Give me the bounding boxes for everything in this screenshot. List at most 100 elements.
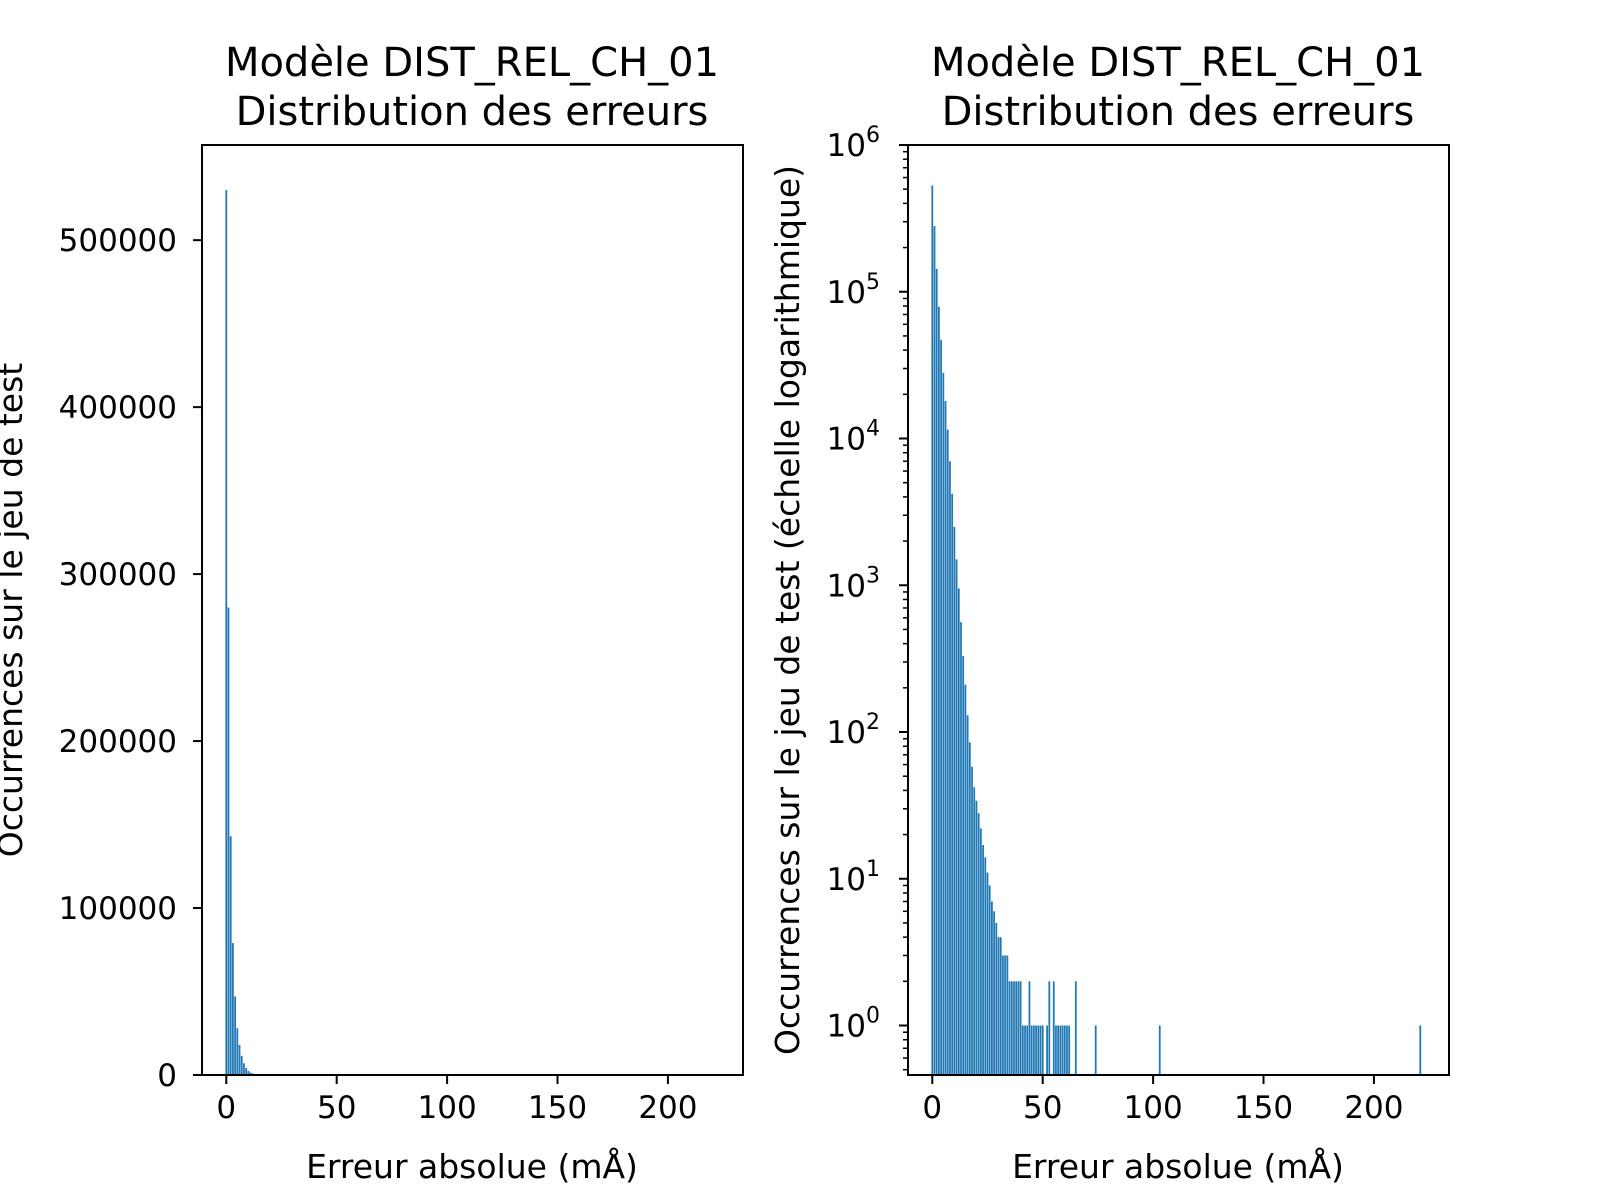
x-tick-label: 100 (1124, 1090, 1183, 1126)
right-title-line1: Modèle DIST_REL_CH_01 (931, 40, 1425, 86)
histogram-bar (979, 828, 982, 1075)
histogram-bar (1055, 1025, 1057, 1075)
histogram-bar (953, 526, 956, 1075)
y-tick-label: 0 (157, 1058, 177, 1094)
histogram-bar (1015, 981, 1018, 1075)
histogram-bar (243, 1063, 245, 1075)
histogram-bar (1048, 981, 1051, 1075)
histogram-bar (944, 401, 947, 1075)
right-x-axis-label: Erreur absolue (mÅ) (1012, 1146, 1344, 1186)
histogram-bar (1017, 981, 1020, 1075)
histogram-bar (964, 684, 967, 1075)
histogram-bar (973, 787, 976, 1075)
y-tick-label: 101 (827, 857, 880, 898)
x-tick-label: 200 (1344, 1090, 1403, 1126)
histogram-bar (1010, 981, 1013, 1075)
histogram-bar (1046, 1025, 1048, 1075)
log-histogram-panel: Modèle DIST_REL_CH_01 Distribution des e… (768, 40, 1450, 1186)
left-x-ticks: 0 50 100 150 200 (216, 1075, 698, 1126)
histogram-bar (935, 268, 938, 1076)
histogram-bar (1074, 981, 1077, 1075)
histogram-bar (1028, 981, 1031, 1075)
histogram-bar (962, 655, 965, 1075)
histogram-bar (938, 306, 940, 1075)
y-tick-label: 100000 (59, 891, 177, 927)
histogram-bar (1019, 981, 1022, 1075)
histogram-bar (1032, 1025, 1035, 1075)
x-tick-label: 0 (922, 1090, 942, 1126)
histogram-bar (968, 742, 971, 1075)
x-tick-label: 150 (1234, 1090, 1293, 1126)
left-x-axis-label: Erreur absolue (mÅ) (306, 1146, 638, 1186)
histogram-bar (238, 1044, 241, 1075)
histogram-bar (1002, 955, 1004, 1075)
histogram-bar (1006, 955, 1009, 1075)
left-title-line2: Distribution des erreurs (236, 89, 709, 135)
histogram-bar (1035, 1025, 1037, 1075)
histogram-bar (999, 937, 1002, 1075)
histogram-bar (1039, 1025, 1042, 1075)
y-tick-label: 104 (827, 417, 880, 458)
histogram-bar (949, 461, 951, 1075)
y-tick-label: 200000 (59, 724, 177, 760)
y-tick-label: 100 (827, 1004, 880, 1045)
histogram-bar (245, 1067, 248, 1075)
histogram-bar (946, 429, 949, 1076)
histogram-bar (960, 622, 962, 1075)
histogram-bar (982, 844, 984, 1075)
left-y-ticks: 0 100000 200000 300000 400000 500000 (59, 223, 202, 1094)
x-tick-label: 50 (317, 1090, 356, 1126)
histogram-bar (966, 715, 969, 1075)
histogram-bar (1059, 1025, 1062, 1075)
histogram-bar (955, 559, 958, 1075)
right-bars (931, 185, 1422, 1076)
histogram-bar (1030, 1025, 1033, 1075)
left-title-line1: Modèle DIST_REL_CH_01 (225, 40, 719, 86)
histogram-bar (232, 943, 234, 1075)
histogram-bar (247, 1070, 250, 1075)
histogram-bar (1013, 981, 1015, 1075)
histogram-bar (940, 339, 943, 1075)
histogram-bar (1052, 981, 1055, 1075)
histogram-bar (1004, 955, 1007, 1075)
histogram-bar (995, 922, 998, 1075)
histogram-bar (931, 185, 934, 1075)
histogram-bar (240, 1055, 243, 1075)
x-tick-label: 100 (418, 1090, 477, 1126)
x-tick-label: 200 (638, 1090, 697, 1126)
histogram-bar (1026, 1025, 1029, 1075)
histogram-bar (234, 996, 237, 1075)
histogram-bar (225, 190, 228, 1075)
histogram-bar (951, 493, 954, 1075)
histogram-bar (1158, 1025, 1161, 1075)
y-tick-label: 105 (827, 270, 880, 311)
x-tick-label: 150 (528, 1090, 587, 1126)
histogram-bar (1068, 1025, 1071, 1075)
histogram-bar (227, 607, 230, 1075)
right-title-line2: Distribution des erreurs (942, 89, 1415, 135)
histogram-bar (988, 885, 991, 1075)
y-tick-label: 400000 (59, 390, 177, 426)
histogram-bar (986, 872, 989, 1075)
histogram-bar (1061, 1025, 1064, 1075)
y-tick-label: 500000 (59, 223, 177, 259)
histogram-bar (1037, 1025, 1040, 1075)
histogram-bar (1419, 1025, 1422, 1075)
y-tick-label: 300000 (59, 557, 177, 593)
histogram-bar (1041, 1025, 1044, 1075)
histogram-bar (971, 766, 973, 1075)
y-tick-label: 102 (827, 710, 880, 751)
histogram-bar (236, 1028, 239, 1075)
histogram-bar (229, 836, 232, 1075)
histogram-bar (993, 911, 996, 1075)
left-y-axis-label: Occurrences sur le jeu de test (0, 363, 30, 858)
histogram-bar (1057, 1025, 1060, 1075)
histogram-bar (977, 813, 980, 1075)
histogram-bar (997, 937, 1000, 1075)
y-tick-label: 103 (827, 563, 880, 604)
histogram-bar (1008, 981, 1011, 1075)
histogram-bar (942, 372, 945, 1075)
histogram-bar (975, 800, 978, 1075)
left-plot-frame (201, 144, 744, 1076)
